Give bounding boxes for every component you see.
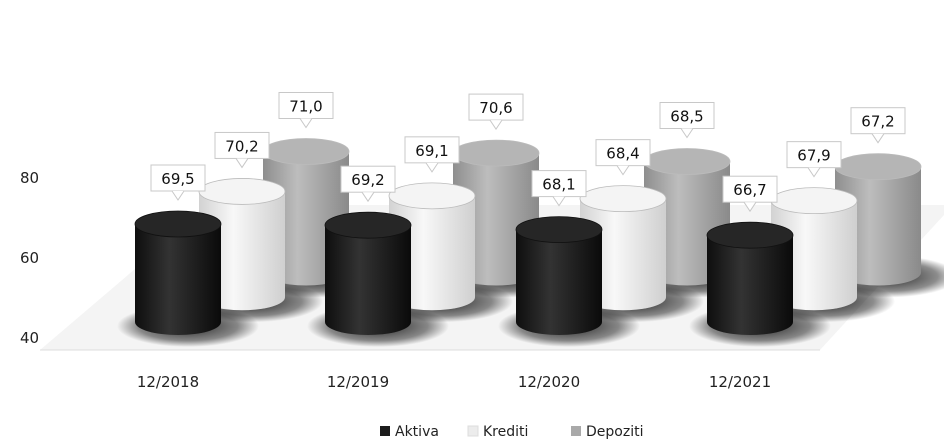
label-box [850,107,906,135]
label-box [659,102,715,129]
bar-top [706,221,794,249]
x-tick-label: 12/2020 [518,373,580,391]
data-label-text: 69,2 [351,171,384,189]
x-tick-label: 12/2021 [709,373,771,391]
label-pointer [552,196,566,207]
data-label: 70,2 [214,131,270,169]
bar-top [324,211,412,239]
bar-body [516,229,602,335]
bars [117,138,944,347]
label-pointer [807,167,821,178]
bar-top [643,148,731,175]
bar-top [579,185,667,213]
legend-item: Krediti [467,424,528,440]
legend-label: Depoziti [586,424,643,440]
bar-body [325,225,411,335]
data-label: 67,9 [786,141,842,178]
label-pointer [235,158,249,169]
label-box [150,164,206,192]
data-label: 71,0 [278,92,334,129]
data-label: 66,7 [722,175,778,213]
label-pointer [680,128,694,139]
data-label-text: 71,0 [289,98,322,116]
legend-swatch [571,426,581,436]
legend-label: Krediti [483,424,528,440]
legend-item: Aktiva [380,424,439,440]
bar-aktiva [498,216,640,347]
label-pointer [171,190,185,201]
data-label: 69,5 [150,164,206,201]
legend: Aktiva Krediti Depoziti [380,424,643,440]
y-tick-label: 60 [20,249,39,267]
bar-top [515,216,603,244]
data-label-text: 66,7 [733,181,766,199]
bar-top [198,178,286,205]
y-tick-label: 80 [20,169,39,187]
label-box [340,165,396,193]
label-box [531,170,587,198]
label-pointer [425,162,439,173]
label-pointer [299,118,313,129]
bar-aktiva [689,221,831,347]
data-label-text: 67,2 [861,113,894,131]
data-label-text: 69,5 [161,170,194,188]
data-label-text: 68,5 [670,108,703,126]
legend-swatch [467,425,479,437]
label-pointer [871,133,885,144]
data-label: 68,4 [595,139,651,176]
data-label: 69,2 [340,165,396,203]
x-axis: 12/2018 12/2019 12/2020 12/2021 [137,373,771,391]
bar-top [452,139,540,167]
label-box [786,141,842,169]
bar-top [134,210,222,238]
label-box [214,131,270,159]
bar-body [707,235,793,335]
legend-item: Depoziti [571,424,643,440]
label-pointer [616,165,630,176]
data-label: 68,1 [531,170,587,207]
label-pointer [743,201,757,213]
data-label-text: 69,1 [415,142,448,160]
label-box [278,92,334,119]
y-axis: 40 60 80 [20,169,39,347]
label-pointer [361,191,375,203]
bar-top [834,153,922,181]
bar-top [388,182,476,210]
data-label: 70,6 [468,93,524,131]
bar-top [770,187,858,215]
data-label-text: 68,4 [606,145,639,163]
legend-label: Aktiva [395,424,439,440]
data-labels: 71,0 70,6 68,5 67,2 70,2 69,1 68,4 67,9 69,5 69,2… [150,92,906,213]
data-label: 68,5 [659,102,715,139]
y-tick-label: 40 [20,329,39,347]
legend-swatch [380,426,390,436]
x-tick-label: 12/2019 [327,373,389,391]
data-label-text: 70,2 [225,137,258,155]
bar-aktiva [117,210,259,347]
data-label-text: 70,6 [479,99,512,117]
data-label-text: 68,1 [542,176,575,194]
label-box [468,93,524,121]
bar-top [262,138,350,165]
data-label-text: 67,9 [797,147,830,165]
data-label: 69,1 [404,136,460,173]
label-box [404,136,460,164]
label-pointer [489,119,503,131]
bar-body [135,224,221,335]
x-tick-label: 12/2018 [137,373,199,391]
data-label: 67,2 [850,107,906,144]
bar-aktiva [307,211,449,347]
label-box [595,139,651,167]
